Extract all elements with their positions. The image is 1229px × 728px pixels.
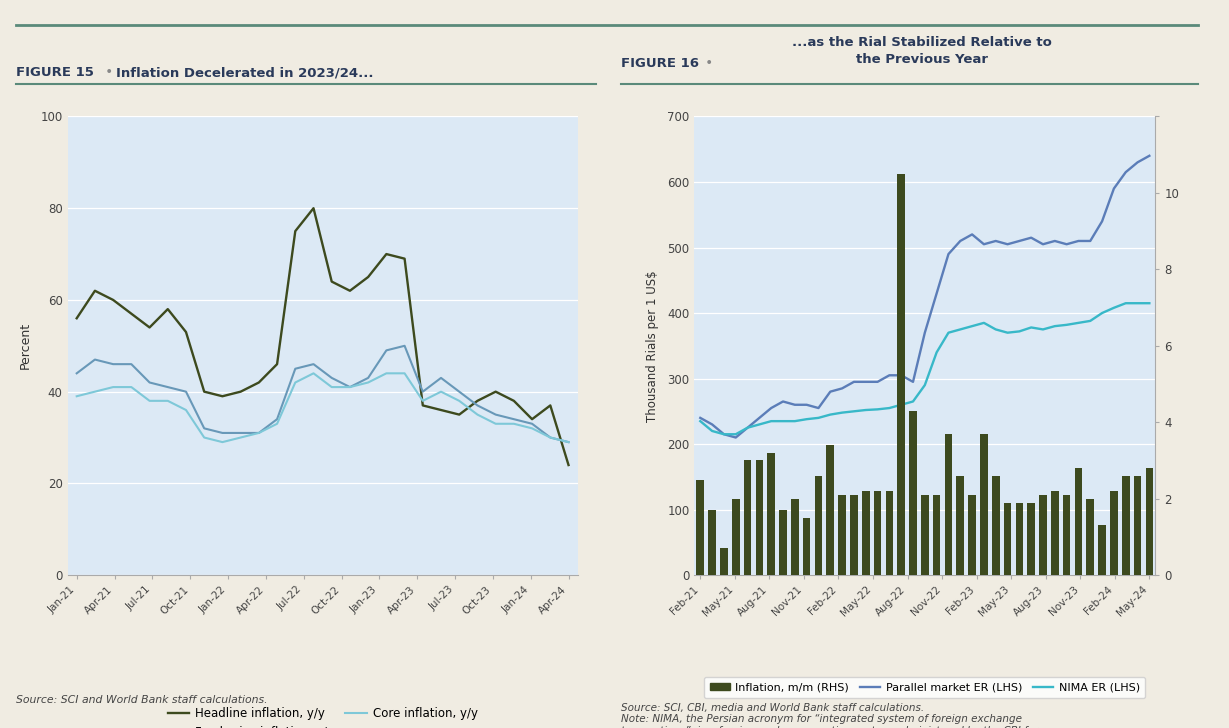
Bar bbox=[826, 445, 834, 575]
Text: FIGURE 16: FIGURE 16 bbox=[621, 57, 698, 70]
Bar bbox=[945, 434, 952, 575]
Bar bbox=[1051, 491, 1058, 575]
Bar bbox=[744, 460, 751, 575]
Bar bbox=[1145, 468, 1153, 575]
Bar bbox=[886, 491, 893, 575]
Bar bbox=[791, 499, 799, 575]
Bar bbox=[1027, 502, 1035, 575]
Bar bbox=[909, 411, 917, 575]
Bar bbox=[862, 491, 870, 575]
Bar bbox=[921, 495, 929, 575]
Text: •: • bbox=[701, 57, 717, 70]
Bar bbox=[992, 475, 999, 575]
Bar bbox=[720, 548, 728, 575]
Bar bbox=[1015, 502, 1024, 575]
Bar bbox=[708, 510, 717, 575]
Bar bbox=[779, 510, 787, 575]
Bar bbox=[732, 499, 740, 575]
Bar bbox=[1122, 475, 1129, 575]
Bar bbox=[1110, 491, 1117, 575]
Bar bbox=[803, 518, 810, 575]
Bar bbox=[815, 475, 822, 575]
Bar bbox=[1004, 502, 1011, 575]
Text: ...as the Rial Stabilized Relative to
the Previous Year: ...as the Rial Stabilized Relative to th… bbox=[791, 36, 1052, 66]
Text: Inflation Decelerated in 2023/24...: Inflation Decelerated in 2023/24... bbox=[116, 66, 374, 79]
Bar bbox=[933, 495, 940, 575]
Text: Source: SCI and World Bank staff calculations.: Source: SCI and World Bank staff calcula… bbox=[16, 695, 268, 705]
Bar bbox=[1074, 468, 1083, 575]
Bar bbox=[968, 495, 976, 575]
Bar bbox=[1086, 499, 1094, 575]
Bar bbox=[1133, 475, 1142, 575]
Bar bbox=[874, 491, 881, 575]
Bar bbox=[956, 475, 964, 575]
Bar bbox=[1063, 495, 1070, 575]
Legend: Inflation, m/m (RHS), Parallel market ER (LHS), NIMA ER (LHS): Inflation, m/m (RHS), Parallel market ER… bbox=[704, 677, 1145, 698]
Bar bbox=[767, 453, 775, 575]
Bar bbox=[756, 460, 763, 575]
Text: •: • bbox=[101, 66, 117, 79]
Bar bbox=[850, 495, 858, 575]
Bar bbox=[697, 480, 704, 575]
Y-axis label: Percent: Percent bbox=[20, 323, 32, 369]
Legend: Headline inflation, y/y, Food price inflation, y/y, Core inflation, y/y: Headline inflation, y/y, Food price infl… bbox=[163, 702, 482, 728]
Bar bbox=[1040, 495, 1047, 575]
Bar bbox=[838, 495, 846, 575]
Bar bbox=[1099, 526, 1106, 575]
Text: FIGURE 15: FIGURE 15 bbox=[16, 66, 93, 79]
Text: Source: SCI, CBI, media and World Bank staff calculations.
Note: NIMA, the Persi: Source: SCI, CBI, media and World Bank s… bbox=[621, 703, 1039, 728]
Y-axis label: Thousand Rials per 1 US$: Thousand Rials per 1 US$ bbox=[646, 270, 659, 422]
Bar bbox=[897, 174, 905, 575]
Bar bbox=[980, 434, 988, 575]
